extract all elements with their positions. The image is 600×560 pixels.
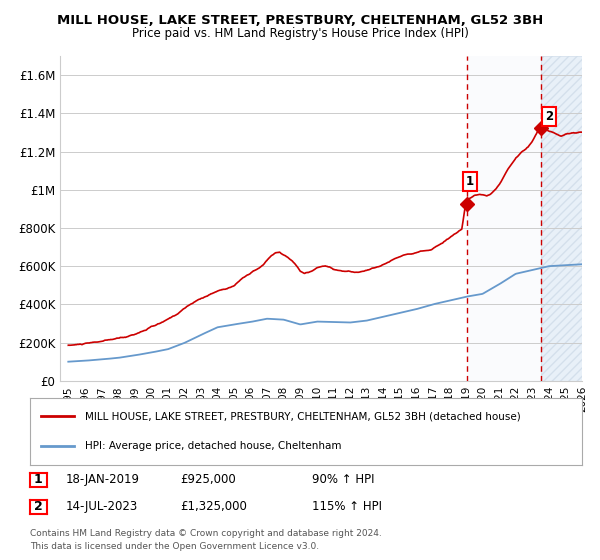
Text: Contains HM Land Registry data © Crown copyright and database right 2024.: Contains HM Land Registry data © Crown c… [30, 530, 382, 539]
Text: Price paid vs. HM Land Registry's House Price Index (HPI): Price paid vs. HM Land Registry's House … [131, 27, 469, 40]
Text: This data is licensed under the Open Government Licence v3.0.: This data is licensed under the Open Gov… [30, 542, 319, 551]
Text: MILL HOUSE, LAKE STREET, PRESTBURY, CHELTENHAM, GL52 3BH: MILL HOUSE, LAKE STREET, PRESTBURY, CHEL… [57, 14, 543, 27]
Text: 2: 2 [545, 110, 553, 123]
Bar [541, 56, 582, 381]
Text: 18-JAN-2019: 18-JAN-2019 [66, 473, 140, 487]
Text: 2: 2 [34, 500, 43, 513]
Text: 90% ↑ HPI: 90% ↑ HPI [312, 473, 374, 487]
Bar [541, 56, 582, 381]
Text: MILL HOUSE, LAKE STREET, PRESTBURY, CHELTENHAM, GL52 3BH (detached house): MILL HOUSE, LAKE STREET, PRESTBURY, CHEL… [85, 412, 521, 422]
Bar [467, 56, 541, 381]
Text: £1,325,000: £1,325,000 [180, 500, 247, 514]
Text: 14-JUL-2023: 14-JUL-2023 [66, 500, 138, 514]
Text: 115% ↑ HPI: 115% ↑ HPI [312, 500, 382, 514]
Text: £925,000: £925,000 [180, 473, 236, 487]
Text: HPI: Average price, detached house, Cheltenham: HPI: Average price, detached house, Chel… [85, 441, 342, 451]
Text: 1: 1 [34, 473, 43, 486]
Text: 1: 1 [466, 175, 474, 188]
